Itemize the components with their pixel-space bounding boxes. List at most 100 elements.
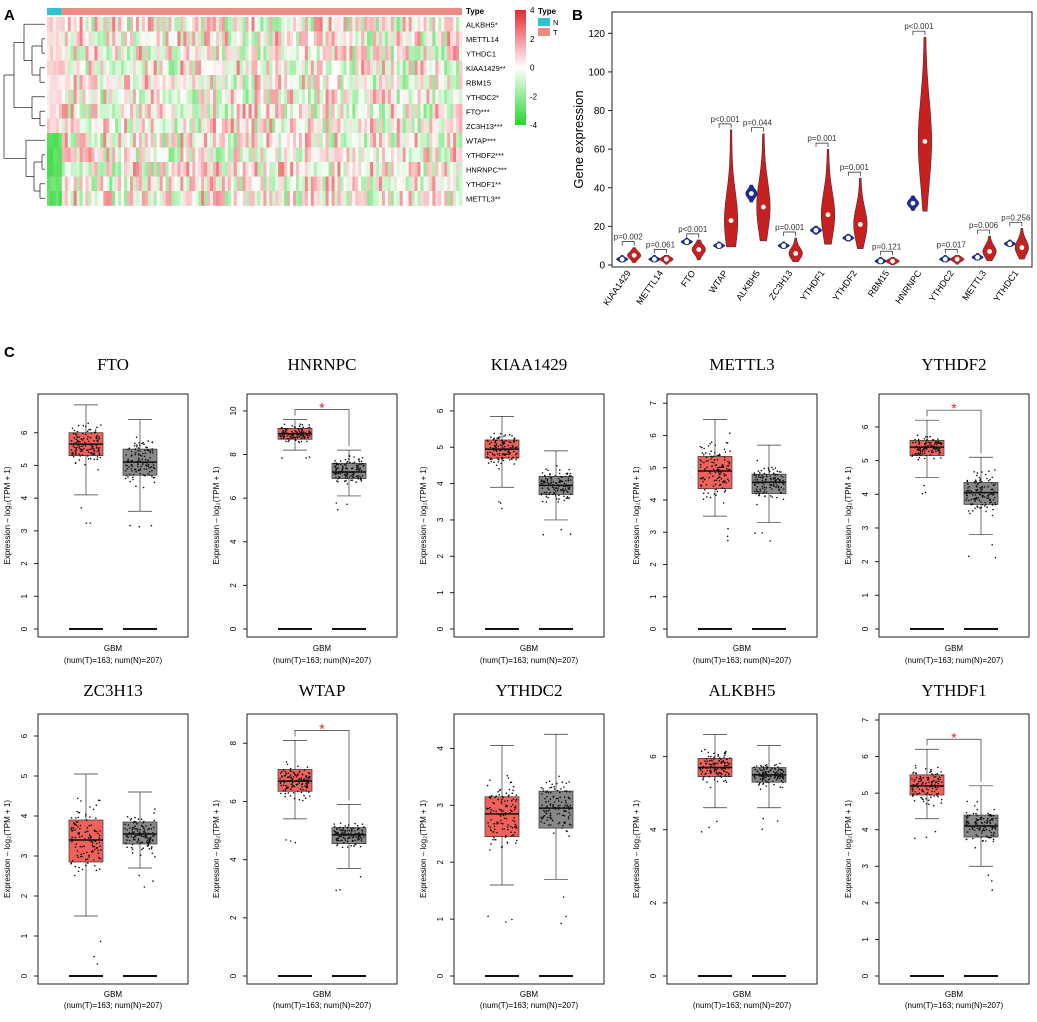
jitter-point: [756, 478, 759, 481]
heatmap-cell: [192, 17, 196, 32]
jitter-point: [759, 490, 762, 492]
violin-median-dot: [987, 249, 992, 254]
jitter-point: [541, 500, 544, 503]
jitter-point: [292, 432, 294, 435]
jitter-point: [721, 773, 723, 775]
heatmap-row-label: WTAP***: [466, 136, 496, 145]
heatmap-cell: [337, 104, 341, 119]
heatmap-cell: [269, 147, 273, 163]
jitter-point: [347, 832, 350, 835]
jitter-point: [516, 456, 518, 459]
jitter-point: [779, 762, 781, 765]
heatmap-cell: [334, 60, 338, 76]
heatmap-cell: [313, 191, 318, 206]
jitter-point: [72, 829, 74, 831]
heatmap-cell: [328, 89, 332, 105]
heatmap-cell: [420, 162, 424, 177]
heatmap-cell: [174, 191, 178, 206]
plot-frame: [246, 393, 398, 638]
jitter-point: [498, 501, 500, 503]
heatmap-cell: [358, 104, 362, 119]
jitter-point: [300, 437, 303, 440]
heatmap-cell: [260, 104, 264, 119]
heatmap-cell: [376, 89, 380, 105]
jitter-point: [95, 842, 98, 845]
jitter-point: [150, 848, 153, 850]
heatmap-cell: [103, 17, 107, 32]
heatmap-cell: [189, 133, 193, 148]
jitter-point: [492, 838, 494, 841]
jitter-point: [938, 442, 941, 445]
jitter-point: [727, 539, 729, 542]
violin-median-dot: [781, 243, 787, 249]
heatmap-cell: [269, 31, 273, 47]
jitter-point: [561, 489, 564, 491]
heatmap-cell: [381, 104, 386, 119]
jitter-point: [550, 482, 552, 485]
jitter-point: [562, 492, 565, 494]
jitter-point: [284, 792, 287, 795]
heatmap-cell: [393, 162, 398, 177]
heatmap-cell: [310, 118, 315, 134]
jitter-point: [350, 474, 353, 477]
jitter-point: [363, 836, 365, 838]
heatmap-cell: [239, 75, 244, 90]
heatmap-cell: [405, 89, 410, 105]
jitter-point: [711, 461, 713, 464]
jitter-point: [543, 485, 545, 487]
heatmap-cell: [290, 162, 294, 177]
jitter-point: [712, 468, 715, 471]
pvalue-bracket: [751, 127, 764, 132]
jitter-point: [515, 798, 518, 801]
heatmap-cell: [453, 162, 457, 177]
jitter-point: [290, 776, 292, 779]
heatmap-cell: [287, 191, 291, 206]
jitter-points: [279, 761, 311, 844]
heatmap-cell: [453, 60, 457, 76]
heatmap-cell: [379, 104, 383, 119]
heatmap-cell: [224, 17, 229, 32]
jitter-point: [497, 445, 500, 448]
heatmap-cell: [94, 89, 98, 105]
jitter-point: [550, 479, 553, 481]
heatmap-cell: [230, 17, 235, 32]
jitter-point: [725, 781, 728, 783]
jitter-point: [930, 770, 932, 772]
jitter-point: [130, 455, 132, 457]
jitter-point: [339, 473, 342, 475]
heatmap-cell: [177, 46, 181, 61]
heatmap-cell: [301, 31, 306, 47]
jitter-point: [76, 436, 78, 438]
heatmap-cell: [91, 162, 95, 177]
heatmap-cell: [61, 133, 66, 148]
heatmap-cell: [245, 60, 249, 76]
heatmap-cell: [272, 147, 276, 163]
jitter-point: [703, 776, 705, 778]
heatmap-cell: [245, 147, 249, 163]
jitter-point: [357, 475, 359, 477]
heatmap-cell: [144, 118, 149, 134]
jitter-point: [306, 786, 309, 789]
heatmap-cell: [322, 31, 327, 47]
jitter-point: [345, 470, 347, 473]
heatmap-cell: [322, 176, 327, 192]
jitter-point: [79, 845, 82, 848]
jitter-point: [547, 496, 549, 499]
heatmap-cell: [310, 89, 315, 105]
jitter-point: [88, 840, 91, 842]
plot-title: ZC3H13: [83, 681, 143, 700]
jitter-point: [281, 771, 283, 773]
jitter-point: [508, 788, 511, 791]
jitter-point: [968, 499, 970, 502]
heatmap-cell: [319, 46, 324, 61]
jitter-point: [280, 784, 282, 787]
jitter-point: [761, 482, 763, 484]
jitter-point: [715, 772, 718, 774]
jitter-point: [966, 480, 969, 483]
heatmap-cell: [310, 31, 315, 47]
jitter-point: [499, 432, 502, 435]
heatmap-cell: [325, 176, 329, 192]
heatmap-cell: [171, 176, 175, 192]
jitter-point: [98, 437, 101, 440]
jitter-point: [145, 458, 147, 461]
